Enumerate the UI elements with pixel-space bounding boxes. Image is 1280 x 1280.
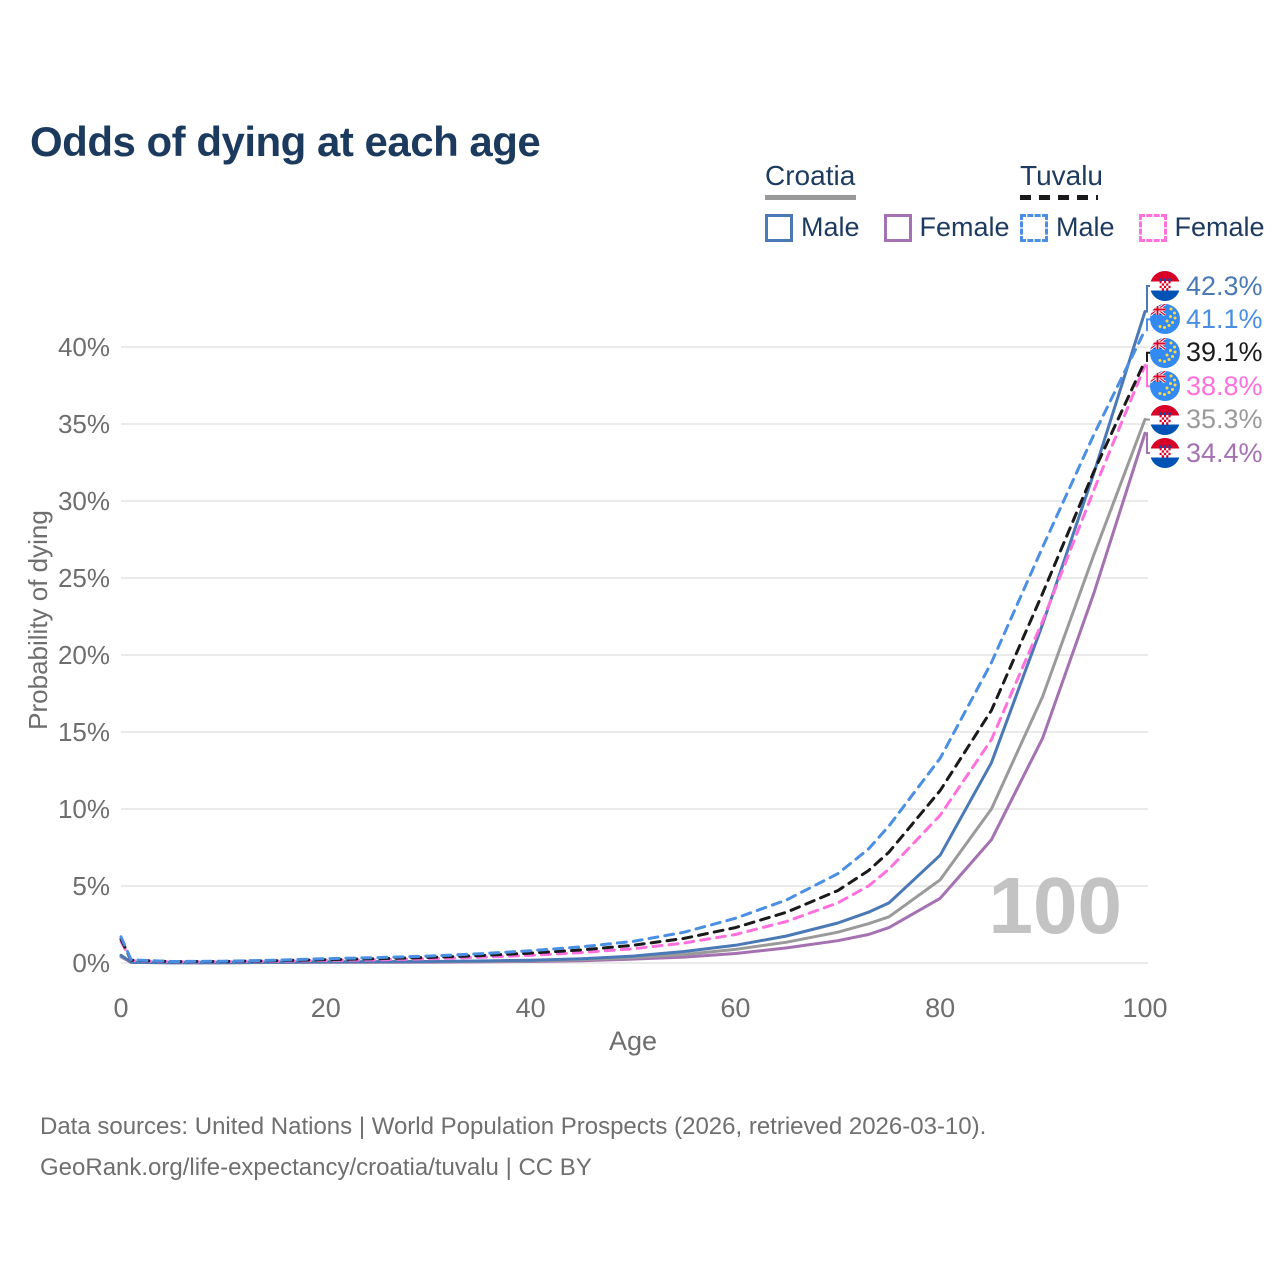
legend-item-label: Female [919,212,1010,242]
y-tick-label: 20% [57,640,110,670]
legend-country-linestyle [765,195,856,200]
y-tick-label: 35% [57,409,110,439]
legend-item-label: Female [1174,212,1265,242]
legend-country-label: Tuvalu [1020,160,1104,191]
x-tick-label: 0 [113,993,129,1023]
y-tick-label: 25% [57,563,110,593]
x-tick-label: 20 [310,993,341,1023]
y-tick-label: 40% [57,332,110,362]
legend-swatch [1020,213,1048,242]
end-label-tuvalu-female: 38.8% [1150,369,1263,403]
legend-item-label: Male [1056,212,1115,242]
x-tick-label: 40 [515,993,546,1023]
end-label-value: 34.4% [1186,437,1263,468]
croatia-flag-icon [1150,404,1180,435]
y-tick-label: 0% [72,948,110,978]
footer-attribution: Data sources: United Nations | World Pop… [40,1106,986,1188]
end-label-croatia-female: 34.4% [1150,436,1263,470]
end-label-croatia-male: 42.3% [1150,269,1263,303]
legend-item-croatia-female[interactable]: Female [883,212,1010,243]
end-label-value: 35.3% [1186,404,1263,435]
end-label-value: 41.1% [1186,303,1263,334]
end-label-croatia-both: 35.3% [1150,403,1263,437]
legend-group-croatia: Croatia Male Female [765,160,1010,243]
legend-group-tuvalu: Tuvalu Male Female [1020,160,1265,243]
end-label-tuvalu-male: 41.1% [1150,302,1263,336]
y-tick-label: 10% [57,794,110,824]
croatia-flag-icon [1150,271,1180,301]
y-tick-label: 30% [57,486,110,516]
legend-country-label: Croatia [765,160,856,191]
x-tick-label: 100 [1122,993,1168,1023]
legend-item-croatia-male[interactable]: Male [765,212,860,243]
x-tick-label: 60 [720,993,751,1023]
x-axis-title: Age [608,1026,658,1056]
end-label-tuvalu-both: 39.1% [1150,336,1263,370]
legend-country-linestyle [1020,195,1098,200]
legend-item-tuvalu-female[interactable]: Female [1138,212,1265,243]
series-line-tuvalu-male[interactable] [119,328,1147,963]
footer-sources-line: Data sources: United Nations | World Pop… [40,1113,987,1140]
legend-swatch [765,213,793,242]
footer-url-line: GeoRank.org/life-expectancy/croatia/tuva… [40,1154,592,1181]
legend-item-tuvalu-male[interactable]: Male [1020,212,1115,243]
y-tick-label: 5% [72,871,110,901]
age-watermark: 100 [988,861,1122,950]
legend-swatch [1138,213,1167,242]
tuvalu-flag-icon [1150,304,1180,335]
end-label-value: 42.3% [1186,270,1263,301]
tuvalu-flag-icon [1150,337,1180,368]
y-tick-label: 15% [57,717,110,747]
tuvalu-flag-icon [1150,371,1180,402]
x-tick-label: 80 [925,993,956,1023]
legend-swatch [883,213,912,242]
end-label-value: 38.8% [1186,370,1263,401]
croatia-flag-icon [1150,438,1180,468]
end-label-value: 39.1% [1186,337,1263,368]
legend-item-label: Male [801,212,860,242]
page-title: Odds of dying at each age [30,118,541,166]
